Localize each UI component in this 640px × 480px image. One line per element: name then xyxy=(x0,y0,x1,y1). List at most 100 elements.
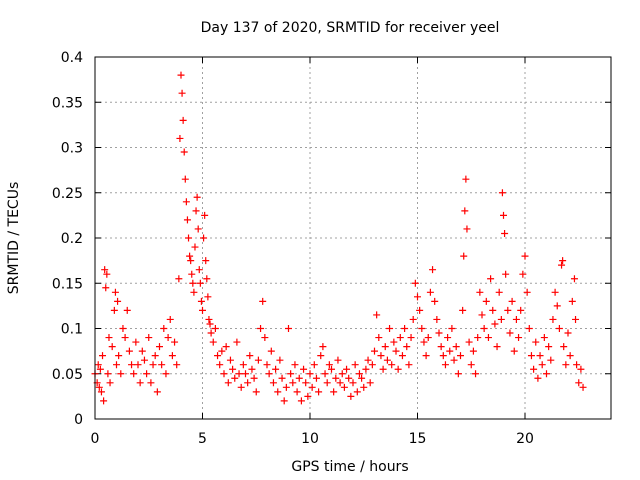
data-point xyxy=(246,352,254,360)
data-point xyxy=(377,352,385,360)
data-point xyxy=(478,311,486,319)
data-point xyxy=(343,365,351,373)
data-point xyxy=(330,388,338,396)
data-point xyxy=(525,325,533,332)
data-point xyxy=(136,379,144,387)
data-point xyxy=(176,134,184,142)
data-point xyxy=(308,383,316,391)
data-point xyxy=(178,89,186,97)
y-tick-label: 0.3 xyxy=(61,141,83,157)
data-point xyxy=(409,315,417,323)
data-point xyxy=(149,361,157,369)
data-point xyxy=(237,383,245,391)
data-point xyxy=(166,315,174,323)
data-point xyxy=(575,379,583,387)
data-point xyxy=(347,392,355,400)
data-point xyxy=(390,338,398,346)
data-point xyxy=(332,374,340,382)
y-axis-ticks: 0 0.05 0.1 0.15 0.2 0.25 0.3 0.35 0.4 xyxy=(52,50,611,428)
data-point xyxy=(153,388,161,396)
data-point xyxy=(209,338,217,346)
data-point xyxy=(463,225,471,233)
data-point xyxy=(448,325,456,332)
data-point xyxy=(156,343,163,351)
data-point xyxy=(366,379,374,387)
data-point xyxy=(405,361,413,369)
data-point xyxy=(97,388,105,396)
data-point xyxy=(274,388,282,396)
x-axis-ticks: 0 5 10 15 20 xyxy=(91,57,534,447)
data-point xyxy=(194,225,202,233)
data-point xyxy=(282,383,290,391)
data-point xyxy=(532,338,540,346)
y-tick-label: 0 xyxy=(74,412,83,428)
data-point xyxy=(125,347,133,355)
data-point xyxy=(551,288,559,296)
data-point xyxy=(312,374,320,382)
data-point xyxy=(579,383,587,391)
data-point xyxy=(340,383,348,391)
data-point xyxy=(462,175,470,183)
data-point xyxy=(504,306,512,314)
x-tick-label: 15 xyxy=(409,431,427,447)
data-point xyxy=(204,293,212,301)
data-point xyxy=(334,356,342,364)
data-point xyxy=(199,306,206,314)
data-point xyxy=(265,370,273,378)
x-axis-label: GPS time / hours xyxy=(291,459,408,475)
data-point xyxy=(189,279,197,287)
data-point xyxy=(293,388,301,396)
data-point xyxy=(383,356,391,364)
data-point xyxy=(487,275,495,283)
data-point xyxy=(121,334,129,342)
data-point xyxy=(489,306,497,314)
data-point xyxy=(538,361,546,369)
data-point xyxy=(368,361,376,369)
data-point xyxy=(185,234,193,242)
data-point xyxy=(498,189,506,197)
data-point xyxy=(386,325,394,332)
data-point xyxy=(287,370,295,378)
data-point xyxy=(431,297,439,305)
data-point xyxy=(540,334,548,342)
data-point xyxy=(216,361,224,369)
data-point xyxy=(102,284,110,292)
data-point xyxy=(242,370,249,378)
x-tick-label: 10 xyxy=(301,431,319,447)
chart-title: Day 137 of 2020, SRMTID for receiver yee… xyxy=(201,20,500,36)
data-point xyxy=(472,370,480,378)
data-point xyxy=(577,365,585,373)
data-point xyxy=(132,338,140,346)
data-point xyxy=(420,338,428,346)
data-point xyxy=(317,352,325,360)
data-point xyxy=(559,257,567,265)
data-point xyxy=(381,343,389,351)
data-point xyxy=(94,361,102,369)
data-point xyxy=(501,229,509,237)
data-point xyxy=(130,370,138,378)
data-point xyxy=(158,361,166,369)
data-point xyxy=(545,343,553,351)
data-point xyxy=(203,275,211,283)
data-point xyxy=(523,288,531,296)
data-point xyxy=(444,334,452,342)
data-point xyxy=(547,356,555,364)
data-point xyxy=(362,365,370,373)
data-point xyxy=(117,370,125,378)
data-point xyxy=(128,361,136,369)
data-point xyxy=(259,297,267,305)
data-point xyxy=(143,370,151,378)
y-tick-label: 0.1 xyxy=(61,322,83,338)
data-point xyxy=(289,379,297,387)
data-point xyxy=(480,325,488,332)
data-point xyxy=(250,374,258,382)
data-point xyxy=(138,347,146,355)
data-point xyxy=(355,370,363,378)
data-point xyxy=(573,361,581,369)
data-point xyxy=(297,397,305,405)
data-point xyxy=(113,361,120,369)
data-point xyxy=(181,175,189,183)
data-point xyxy=(175,275,183,283)
data-point xyxy=(572,315,580,323)
data-point xyxy=(564,329,572,337)
